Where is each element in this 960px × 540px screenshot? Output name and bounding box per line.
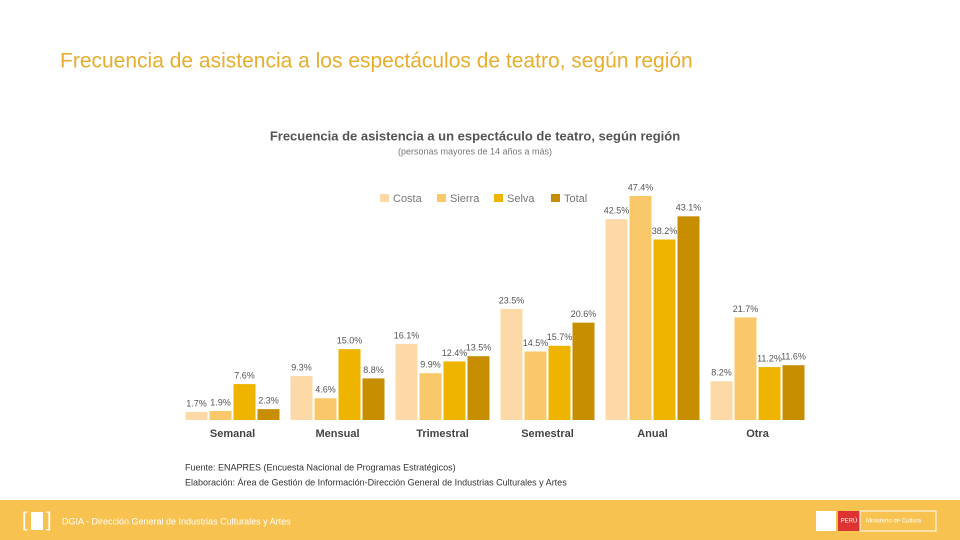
data-label: 7.6% (234, 370, 255, 380)
data-label: 8.8% (363, 365, 384, 375)
footer-logo-shield (816, 511, 836, 531)
data-label: 12.4% (442, 348, 468, 358)
bar (653, 239, 676, 420)
data-label: 11.6% (781, 352, 806, 362)
data-label: 20.6% (571, 309, 597, 319)
footer-band (0, 500, 960, 540)
x-tick-label: Semanal (210, 428, 255, 440)
bar (572, 322, 595, 420)
legend-swatch (437, 194, 446, 202)
data-label: 23.5% (499, 295, 525, 305)
chart-subtitle: (personas mayores de 14 años a más) (398, 146, 552, 156)
footer-logo-frame (859, 510, 937, 532)
data-label: 8.2% (711, 368, 732, 378)
footer-icon-mark (31, 512, 43, 530)
bar (362, 378, 385, 420)
bar (524, 351, 547, 420)
bar (467, 356, 490, 420)
bar (677, 216, 700, 420)
data-label: 38.2% (652, 226, 678, 236)
data-label: 9.3% (291, 362, 312, 372)
bar (629, 196, 652, 420)
data-label: 47.4% (628, 182, 654, 192)
bar (419, 373, 442, 420)
data-label: 14.5% (523, 338, 549, 348)
source-line: Fuente: ENAPRES (Encuesta Nacional de Pr… (185, 462, 456, 472)
footer-logo-box (838, 511, 860, 531)
x-tick-label: Mensual (315, 428, 359, 440)
bar (758, 367, 781, 420)
bar (734, 317, 757, 420)
slide-title: Frecuencia de asistencia a los espectácu… (60, 50, 693, 73)
bar (395, 343, 418, 420)
bar (500, 308, 523, 420)
data-label: 21.7% (733, 304, 759, 314)
footer-icon: ] (46, 509, 52, 531)
legend-label: Costa (393, 193, 423, 205)
data-label: 1.9% (210, 397, 231, 407)
bar (209, 411, 232, 420)
bar (710, 381, 733, 420)
legend-swatch (494, 194, 503, 202)
data-label: 4.6% (315, 385, 336, 395)
data-label: 42.5% (604, 206, 630, 216)
bar (605, 219, 628, 420)
bar (338, 349, 361, 420)
bar (185, 411, 208, 420)
data-label: 1.7% (186, 398, 207, 408)
footer-logo-ministry: Ministerio de Cultura (866, 519, 922, 525)
data-label: 15.7% (547, 332, 573, 342)
footer-icon: [ (22, 509, 28, 531)
legend-label: Total (564, 193, 587, 205)
bar (314, 398, 337, 420)
footer-text: DGIA - Dirección General de Industrias C… (62, 516, 291, 526)
data-label: 11.2% (757, 353, 782, 363)
data-label: 9.9% (420, 360, 441, 370)
data-label: 16.1% (394, 330, 420, 340)
chart-title: Frecuencia de asistencia a un espectácul… (270, 128, 680, 143)
legend-swatch (380, 194, 389, 202)
data-label: 43.1% (676, 203, 702, 213)
bar (257, 409, 280, 420)
bar (290, 376, 313, 420)
bar (233, 384, 256, 420)
source-line: Elaboración: Área de Gestión de Informac… (185, 477, 567, 487)
legend-label: Sierra (450, 193, 480, 205)
x-tick-label: Semestral (521, 428, 574, 440)
bar (548, 345, 571, 420)
data-label: 15.0% (337, 335, 363, 345)
bar (782, 365, 805, 420)
legend-label: Selva (507, 193, 535, 205)
data-label: 2.3% (258, 396, 279, 406)
data-label: 13.5% (466, 343, 492, 353)
x-tick-label: Anual (637, 428, 668, 440)
bar (443, 361, 466, 420)
x-tick-label: Otra (746, 428, 770, 440)
x-tick-label: Trimestral (416, 428, 469, 440)
legend-swatch (551, 194, 560, 202)
footer-logo-country: PERÚ (841, 518, 858, 525)
